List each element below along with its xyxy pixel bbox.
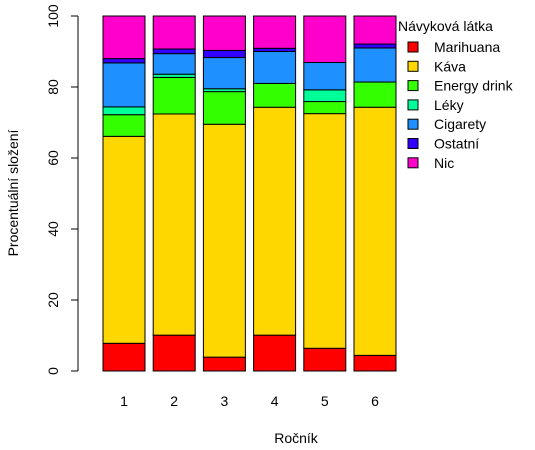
bar-segment-2-6: [152, 48, 196, 55]
legend-label: Nic: [434, 155, 454, 171]
bar-segment-3-6: [202, 49, 246, 59]
bar-segment-3-3: [202, 91, 246, 125]
bar-segment-3-5: [202, 57, 246, 90]
bar-segment-1-1: [102, 342, 146, 372]
legend-swatch: [407, 118, 419, 130]
legend-label: Marihuana: [434, 39, 500, 55]
legend-label: Cigarety: [434, 116, 486, 132]
bar-segment-2-7: [152, 15, 196, 50]
bar-segment-1-4: [102, 106, 146, 116]
x-tick-label: 2: [170, 393, 178, 409]
bar-segment-5-4: [303, 89, 347, 103]
bar-segment-2-3: [152, 76, 196, 115]
bars-group: [102, 15, 397, 372]
bar-segment-6-3: [353, 81, 397, 108]
bar-segment-5-7: [303, 15, 347, 64]
bar-segment-1-6: [102, 58, 146, 64]
bar-segment-6-2: [353, 106, 397, 356]
bar-segment-6-7: [353, 15, 397, 45]
bar-segment-6-6: [353, 43, 397, 49]
legend-label: Energy drink: [434, 78, 514, 94]
bar-segment-2-5: [152, 53, 196, 75]
bar-segment-4-3: [253, 82, 297, 108]
x-tick-label: 1: [120, 393, 128, 409]
legend-swatch: [407, 60, 419, 72]
bar-segment-1-7: [102, 15, 146, 60]
y-tick-label: 60: [45, 150, 61, 166]
bar-segment-6-1: [353, 354, 397, 372]
bar-segment-1-3: [102, 114, 146, 137]
y-axis-label: Procentuální složení: [5, 129, 21, 256]
bar-segment-5-5: [303, 62, 347, 91]
bar-segment-3-7: [202, 15, 246, 51]
bar-segment-4-7: [253, 15, 297, 49]
bar-segment-2-2: [152, 113, 196, 336]
legend-title: Návyková látka: [398, 18, 493, 34]
y-axis: 0 20 40 60 80 100: [45, 4, 79, 375]
x-tick-label: 3: [221, 393, 229, 409]
legend-swatch: [407, 80, 419, 92]
x-axis-label: Ročník: [274, 430, 319, 446]
bar-segment-3-1: [202, 356, 246, 372]
legend-label: Káva: [434, 58, 466, 74]
legend-swatch: [407, 138, 419, 149]
y-tick-label: 40: [45, 221, 61, 237]
bar-segment-2-1: [152, 334, 196, 372]
bar-segment-4-5: [253, 51, 297, 84]
x-tick-label: 4: [271, 393, 279, 409]
x-tick-label: 6: [371, 393, 379, 409]
legend-swatch: [407, 41, 419, 53]
legend: Marihuana Káva Energy drink Léky Cigarety Ost…: [407, 39, 514, 171]
x-axis-ticks: 1 2 3 4 5 6: [120, 393, 379, 409]
y-tick-label: 100: [45, 4, 61, 28]
bar-segment-3-2: [202, 123, 246, 358]
y-tick-label: 20: [45, 292, 61, 308]
bar-segment-6-5: [353, 47, 397, 83]
bar-segment-5-3: [303, 101, 347, 115]
legend-label: Ostatní: [434, 136, 479, 152]
bar-segment-4-2: [253, 106, 297, 336]
legend-swatch: [407, 99, 419, 111]
bar-segment-5-2: [303, 113, 347, 349]
legend-swatch: [407, 157, 419, 169]
y-tick-label: 0: [45, 367, 61, 375]
x-tick-label: 5: [321, 393, 329, 409]
bar-segment-1-5: [102, 62, 146, 108]
y-tick-label: 80: [45, 79, 61, 95]
legend-label: Léky: [434, 97, 464, 113]
bar-segment-5-1: [303, 347, 347, 372]
bar-segment-1-2: [102, 135, 146, 344]
bar-segment-4-1: [253, 334, 297, 372]
